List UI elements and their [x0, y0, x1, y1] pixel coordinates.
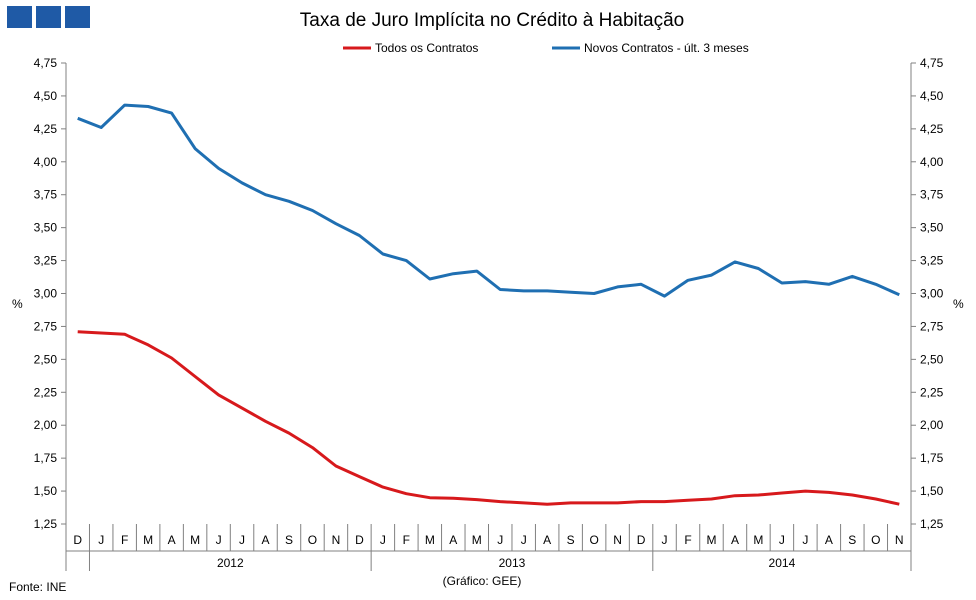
x-tick-label: O	[871, 533, 880, 547]
y-tick-label-left: 3,25	[34, 254, 58, 268]
y-tick-label-right: 1,50	[920, 484, 944, 498]
x-tick-label: O	[589, 533, 598, 547]
y-tick-label-left: 4,75	[34, 56, 58, 70]
series-lines	[77, 103, 900, 506]
y-tick-label-left: 3,75	[34, 188, 58, 202]
x-tick-label: S	[848, 533, 856, 547]
y-tick-label-left: 2,00	[34, 418, 58, 432]
x-tick-label: D	[355, 533, 364, 547]
x-tick-label: M	[753, 533, 763, 547]
y-tick-label-right: 2,00	[920, 418, 944, 432]
x-tick-label: F	[403, 533, 410, 547]
x-tick-label: S	[285, 533, 293, 547]
x-tick-label: O	[308, 533, 317, 547]
y-tick-label-left: 4,25	[34, 122, 58, 136]
y-tick-label-right: 1,25	[920, 517, 944, 531]
x-tick-label: A	[262, 533, 270, 547]
x-tick-label: J	[380, 533, 386, 547]
x-tick-label: A	[825, 533, 833, 547]
x-tick-label: F	[121, 533, 128, 547]
x-tick-label: J	[216, 533, 222, 547]
x-tick-label: J	[239, 533, 245, 547]
x-tick-label: J	[497, 533, 503, 547]
y-axis-label-left: %	[12, 297, 23, 311]
x-tick-label: J	[521, 533, 527, 547]
y-tick-label-right: 3,25	[920, 254, 944, 268]
logo-block	[7, 6, 32, 28]
source-note: Fonte: INE	[9, 580, 66, 594]
y-tick-label-right: 4,00	[920, 155, 944, 169]
x-tick-label: A	[731, 533, 739, 547]
x-tick-label: J	[779, 533, 785, 547]
y-tick-label-right: 1,75	[920, 451, 944, 465]
y-tick-label-left: 1,75	[34, 451, 58, 465]
y-tick-label-left: 3,50	[34, 221, 58, 235]
x-tick-label: A	[543, 533, 551, 547]
y-tick-label-right: 3,75	[920, 188, 944, 202]
x-tick-label: J	[98, 533, 104, 547]
credit-note: (Gráfico: GEE)	[443, 574, 522, 588]
y-tick-label-left: 4,50	[34, 89, 58, 103]
y-tick-label-left: 3,00	[34, 287, 58, 301]
axes: 1,25 1,25 1,50 1,50 1,75 1,75 2,00 2,00 2,25 2,25…	[34, 56, 944, 531]
x-tick-label: N	[332, 533, 341, 547]
y-axis-label-right: %	[953, 297, 964, 311]
x-tick-label: N	[613, 533, 622, 547]
x-tick-label: J	[662, 533, 668, 547]
y-tick-label-left: 2,75	[34, 319, 58, 333]
y-tick-label-right: 4,25	[920, 122, 944, 136]
x-tick-label: N	[895, 533, 904, 547]
y-tick-label-right: 3,00	[920, 287, 944, 301]
x-tick-label: F	[684, 533, 691, 547]
y-tick-label-left: 1,50	[34, 484, 58, 498]
y-tick-label-right: 2,75	[920, 319, 944, 333]
x-tick-label: M	[425, 533, 435, 547]
series-line-0	[77, 330, 900, 506]
x-tick-label: A	[168, 533, 176, 547]
y-tick-label-right: 2,50	[920, 352, 944, 366]
x-tick-label: A	[449, 533, 457, 547]
y-tick-label-right: 4,50	[920, 89, 944, 103]
x-tick-label: D	[73, 533, 82, 547]
y-tick-label-left: 2,50	[34, 352, 58, 366]
y-tick-label-left: 1,25	[34, 517, 58, 531]
x-year-label: 2012	[217, 556, 244, 570]
x-tick-label: M	[706, 533, 716, 547]
legend-label-novos: Novos Contratos - últ. 3 meses	[584, 41, 749, 55]
logo-block	[65, 6, 90, 28]
x-axis: D J F M A M J J A S O N D J F M A M J J A S O N D J F M A M J J A S O N2012…	[65, 524, 912, 571]
logo	[7, 6, 90, 28]
logo-block	[36, 6, 61, 28]
x-tick-label: D	[637, 533, 646, 547]
series-line-1	[77, 103, 900, 298]
x-tick-label: M	[190, 533, 200, 547]
x-tick-label: M	[143, 533, 153, 547]
y-tick-label-right: 3,50	[920, 221, 944, 235]
x-tick-label: S	[567, 533, 575, 547]
chart-title: Taxa de Juro Implícita no Crédito à Habi…	[300, 10, 684, 31]
x-year-label: 2013	[499, 556, 526, 570]
x-tick-label: M	[472, 533, 482, 547]
legend-label-todos: Todos os Contratos	[375, 41, 478, 55]
y-tick-label-left: 4,00	[34, 155, 58, 169]
x-year-label: 2014	[769, 556, 796, 570]
y-tick-label-left: 2,25	[34, 385, 58, 399]
y-tick-label-right: 2,25	[920, 385, 944, 399]
y-tick-label-right: 4,75	[920, 56, 944, 70]
legend: Todos os Contratos Novos Contratos - últ…	[343, 41, 749, 55]
x-tick-label: J	[802, 533, 808, 547]
